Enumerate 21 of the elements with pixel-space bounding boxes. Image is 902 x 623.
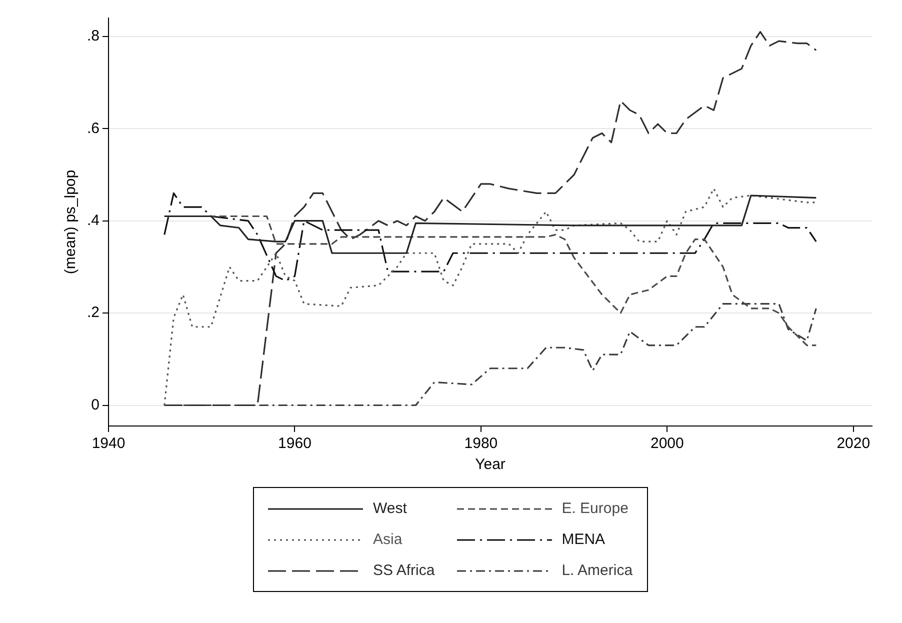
x-axis-title: Year (475, 456, 506, 474)
y-tick-label: 0 (91, 396, 100, 414)
text: E. Europe (562, 500, 628, 517)
x-tick-label: 1980 (464, 435, 498, 452)
line-series (164, 31, 817, 406)
x-tick-label: 1960 (278, 435, 312, 452)
y-tick-label: .4 (86, 212, 100, 229)
y-tick-label: .2 (86, 304, 100, 322)
text: Asia (373, 531, 402, 548)
x-tick-label: 2020 (836, 435, 870, 452)
y-tick-label: .8 (86, 28, 100, 45)
line-series (164, 192, 817, 282)
x-tick-label: 1940 (92, 435, 126, 452)
line-series (164, 188, 817, 406)
text: West (373, 500, 407, 517)
text: SS Africa (373, 562, 435, 579)
text: MENA (562, 531, 606, 548)
y-axis-title: (mean) ps_lpop (62, 170, 80, 274)
y-tick-label: .6 (86, 120, 100, 137)
x-tick-label: 2000 (650, 435, 684, 452)
text: L. America (562, 562, 633, 579)
